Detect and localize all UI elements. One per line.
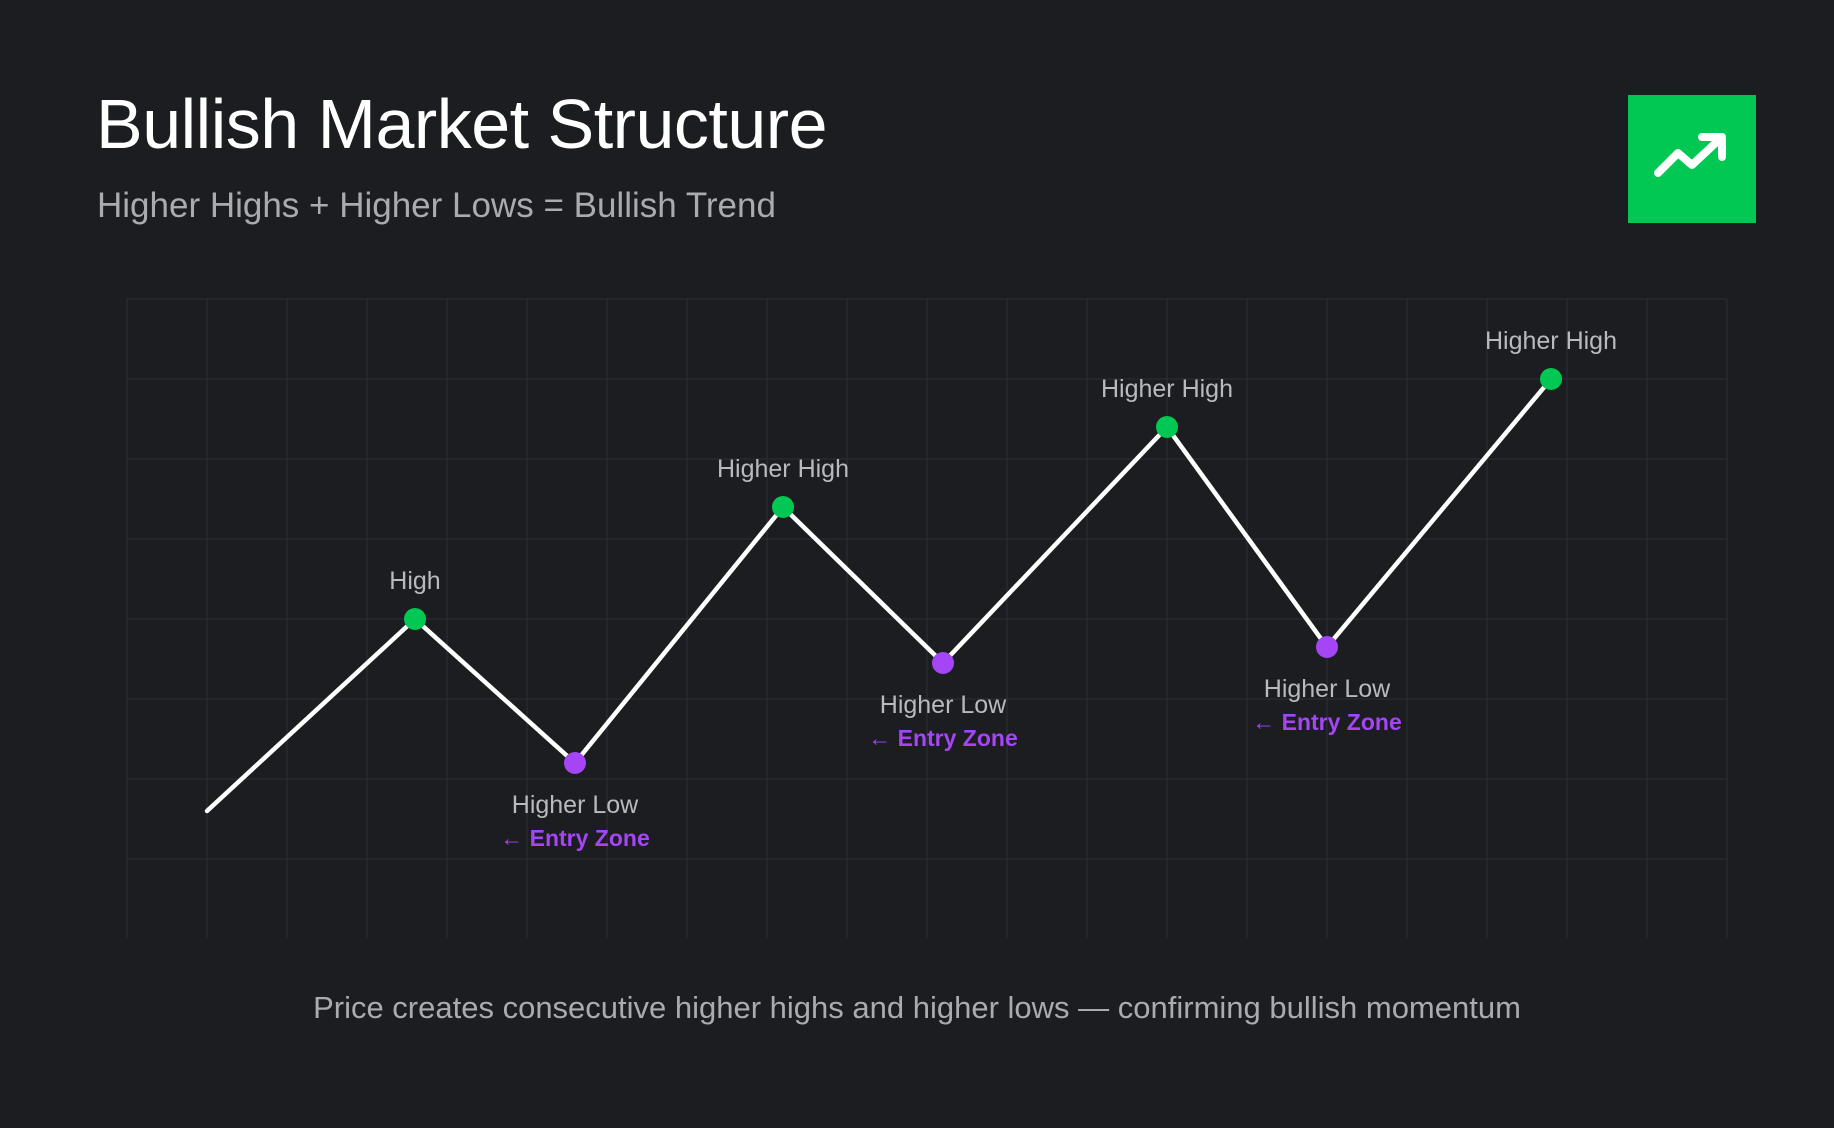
entry-zone-label: ← Entry Zone xyxy=(1252,709,1402,735)
page-title: Bullish Market Structure xyxy=(96,85,828,163)
swing-high-point xyxy=(1540,368,1562,390)
swing-low-label: Higher Low xyxy=(880,691,1007,719)
swing-low-label: Higher Low xyxy=(512,791,639,819)
swing-high-point xyxy=(404,608,426,630)
swing-high-label: Higher High xyxy=(1485,327,1617,355)
swing-low-point xyxy=(1316,636,1338,658)
swing-high-point xyxy=(772,496,794,518)
price-line xyxy=(204,376,1554,814)
swing-low-label: Higher Low xyxy=(1264,675,1391,703)
swing-high-label: High xyxy=(389,567,440,595)
trending-up-icon xyxy=(1654,133,1726,177)
page-subtitle: Higher Highs + Higher Lows = Bullish Tre… xyxy=(97,186,776,225)
entry-zone-label: ← Entry Zone xyxy=(500,825,650,851)
trend-badge xyxy=(1628,95,1756,223)
entry-zone-label: ← Entry Zone xyxy=(868,725,1018,751)
chart-caption: Price creates consecutive higher highs a… xyxy=(313,990,1521,1025)
swing-low-point xyxy=(564,752,586,774)
swing-low-point xyxy=(932,652,954,674)
swing-high-label: Higher High xyxy=(717,455,849,483)
swing-high-point xyxy=(1156,416,1178,438)
swing-high-label: Higher High xyxy=(1101,375,1233,403)
